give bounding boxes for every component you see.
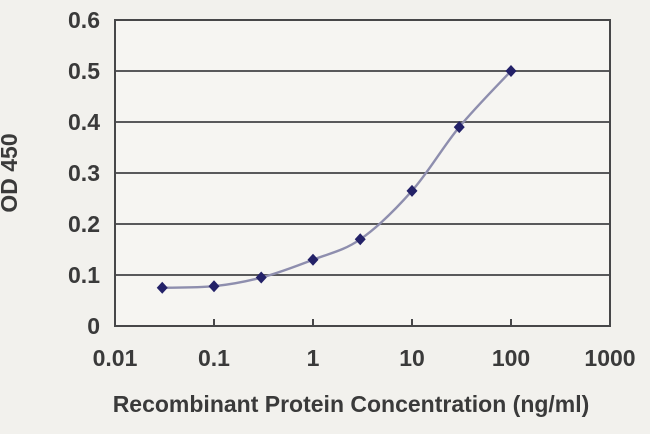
data-point-marker [156, 281, 168, 294]
data-point-marker [505, 65, 517, 77]
y-tick-label: 0.4 [68, 109, 100, 135]
x-axis-title: Recombinant Protein Concentration (ng/ml… [113, 391, 590, 417]
x-tick-label: 1000 [584, 345, 635, 371]
y-tick-label: 0.5 [68, 58, 100, 84]
y-tick-label: 0.2 [68, 211, 100, 237]
x-tick-label: 100 [492, 345, 530, 371]
x-tick-label: 0.01 [93, 345, 138, 371]
y-tick-label: 0 [87, 313, 100, 339]
data-point-marker [307, 253, 319, 266]
y-axis-title: OD 450 [0, 133, 22, 212]
y-tick-label: 0.1 [68, 262, 100, 288]
plot-layer: 0 0.1 0.2 0.3 0.4 0.5 0.6 0.01 0.1 1 10 100 1000 [68, 7, 636, 371]
x-tick-label: 1 [307, 345, 320, 371]
data-point-marker [453, 121, 465, 134]
y-tick-label: 0.3 [68, 160, 100, 186]
x-tick-label: 0.1 [198, 345, 230, 371]
data-point-marker [354, 233, 366, 246]
y-tick-label: 0.6 [68, 7, 100, 33]
data-point-marker [406, 184, 418, 197]
data-point-marker [208, 280, 220, 293]
x-tick-label: 10 [399, 345, 425, 371]
data-point-marker [255, 271, 267, 284]
plot-border [114, 19, 611, 327]
